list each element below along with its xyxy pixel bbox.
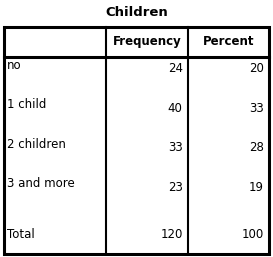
Text: 19: 19	[249, 181, 264, 194]
Text: 33: 33	[168, 141, 183, 154]
Text: 120: 120	[160, 228, 183, 241]
Text: 2 children: 2 children	[7, 138, 66, 151]
Text: 28: 28	[249, 141, 264, 154]
Text: 100: 100	[242, 228, 264, 241]
Polygon shape	[4, 27, 269, 254]
Text: 33: 33	[249, 102, 264, 115]
Text: 3 and more: 3 and more	[7, 178, 75, 190]
Text: Total: Total	[7, 228, 35, 241]
Text: 23: 23	[168, 181, 183, 194]
Text: Frequency: Frequency	[112, 35, 181, 48]
Text: Percent: Percent	[203, 35, 254, 48]
Text: 20: 20	[249, 62, 264, 75]
Text: 40: 40	[168, 102, 183, 115]
Text: 24: 24	[168, 62, 183, 75]
Text: Children: Children	[105, 6, 168, 20]
Text: no: no	[7, 59, 22, 72]
Text: 1 child: 1 child	[7, 98, 47, 111]
